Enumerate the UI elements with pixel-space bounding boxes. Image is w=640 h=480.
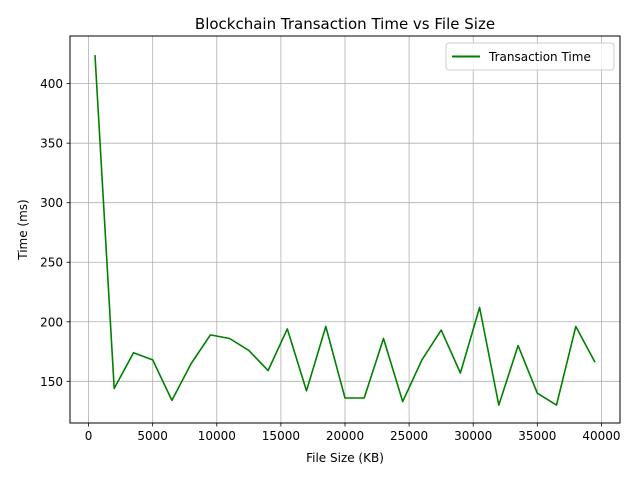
x-tick-label: 30000 xyxy=(454,429,492,443)
x-tick-label: 10000 xyxy=(198,429,236,443)
x-tick-label: 20000 xyxy=(326,429,364,443)
y-tick-label: 300 xyxy=(40,196,63,210)
y-tick-label: 400 xyxy=(40,77,63,91)
y-axis-label: Time (ms) xyxy=(16,199,30,261)
x-tick-label: 5000 xyxy=(137,429,168,443)
x-tick-label: 35000 xyxy=(518,429,556,443)
ticks: 0 5000 10000 15000 20000 25000 30000 35000 40000… xyxy=(40,77,620,443)
x-tick-label: 15000 xyxy=(262,429,300,443)
x-tick-label: 40000 xyxy=(582,429,620,443)
legend: Transaction Time xyxy=(445,42,615,71)
series-layer xyxy=(94,55,596,406)
x-axis-label: File Size (KB) xyxy=(306,451,384,465)
series-line-transaction-time xyxy=(94,55,596,406)
legend-entry-transaction-time: Transaction Time xyxy=(488,50,591,64)
y-tick-label: 250 xyxy=(40,256,63,270)
y-tick-label: 350 xyxy=(40,137,63,151)
grid xyxy=(70,36,620,423)
chart-title: Blockchain Transaction Time vs File Size xyxy=(195,15,495,33)
x-tick-label: 25000 xyxy=(390,429,428,443)
y-tick-label: 200 xyxy=(40,315,63,329)
x-tick-label: 0 xyxy=(85,429,93,443)
y-tick-label: 150 xyxy=(40,375,63,389)
legend-box xyxy=(445,42,615,71)
